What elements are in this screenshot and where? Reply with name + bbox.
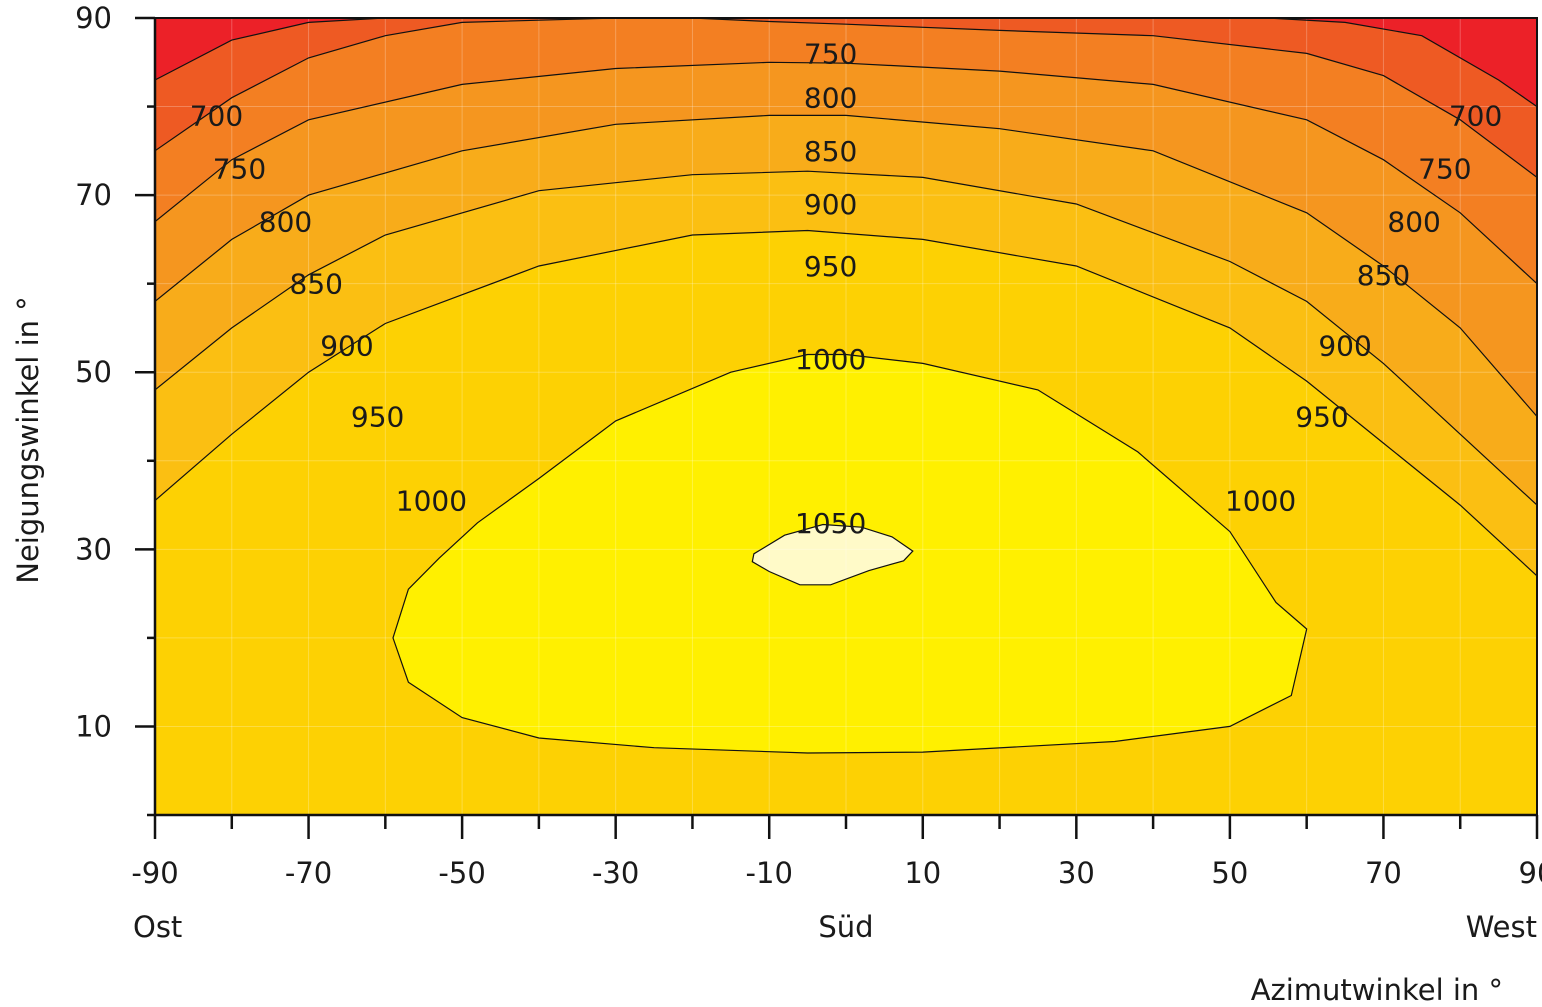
contour-label-1000: 1000 xyxy=(795,343,866,376)
contour-line-950 xyxy=(155,229,1537,577)
contour-label-850: 850 xyxy=(804,135,857,168)
direction-label-süd: Süd xyxy=(818,910,873,944)
x-tick-label: 30 xyxy=(1058,856,1095,890)
contour-label-800: 800 xyxy=(1387,206,1440,239)
contour-line-1050 xyxy=(751,523,914,586)
x-tick-label: -30 xyxy=(592,856,639,890)
contour-label-700: 700 xyxy=(1449,99,1502,132)
y-axis-label: Neigungswinkel in ° xyxy=(11,296,45,583)
x-tick-label: 90 xyxy=(1519,856,1542,890)
contour-label-900: 900 xyxy=(1318,330,1371,363)
contour-line-layer xyxy=(155,18,1537,754)
contour-label-750: 750 xyxy=(213,153,266,186)
x-tick-label: -90 xyxy=(131,856,178,890)
contour-label-900: 900 xyxy=(804,188,857,221)
contour-label-800: 800 xyxy=(259,206,312,239)
y-tick-label: 30 xyxy=(75,532,112,566)
x-tick-label: -10 xyxy=(746,856,793,890)
contour-fill-layer xyxy=(155,18,1537,815)
y-tick-label: 70 xyxy=(75,178,112,212)
contour-label-850: 850 xyxy=(1357,259,1410,292)
contour-line-700 xyxy=(155,18,1537,108)
contour-label-1050: 1050 xyxy=(795,507,866,540)
contour-label-750: 750 xyxy=(804,37,857,70)
contour-label-950: 950 xyxy=(804,250,857,283)
x-tick-label: 50 xyxy=(1211,856,1248,890)
x-tick-label: 70 xyxy=(1365,856,1402,890)
direction-label-ost: Ost xyxy=(133,910,182,944)
contour-line-900 xyxy=(155,170,1537,506)
x-tick-label: -50 xyxy=(438,856,485,890)
fill-band-above-800 xyxy=(155,18,1537,284)
contour-line-750 xyxy=(155,18,1537,178)
x-axis-label: Azimutwinkel in ° xyxy=(1251,973,1503,1007)
contour-label-800: 800 xyxy=(804,82,857,115)
y-tick-label: 50 xyxy=(75,355,112,389)
contour-label-900: 900 xyxy=(320,330,373,363)
x-tick-label: 10 xyxy=(904,856,941,890)
contour-label-850: 850 xyxy=(290,268,343,301)
fill-band-1050 xyxy=(752,524,913,585)
contour-label-950: 950 xyxy=(1295,401,1348,434)
contour-line-800 xyxy=(155,61,1537,285)
contour-label-layer: 700 700 750 750 750 800 800 800 850 850 850 900 900 9… xyxy=(190,37,1503,540)
x-tick-label: -70 xyxy=(285,856,332,890)
y-tick-label: 10 xyxy=(75,709,112,743)
contour-line-1000b xyxy=(392,353,1308,754)
contour-label-750: 750 xyxy=(1418,153,1471,186)
contour-label-1000: 1000 xyxy=(1225,485,1296,518)
contour-line-850 xyxy=(155,114,1537,417)
axis-layer: -90 -70 -50 -30 -10 10 30 50 70 90 10 30 50 70 90 Ost Sü… xyxy=(75,1,1542,944)
fill-band-above-700 xyxy=(155,18,1537,107)
contour-label-700: 700 xyxy=(190,99,243,132)
y-tick-label: 90 xyxy=(75,1,112,35)
contour-label-1000: 1000 xyxy=(396,485,467,518)
direction-label-west: West xyxy=(1466,910,1537,944)
contour-label-950: 950 xyxy=(351,401,404,434)
fill-band-above-850 xyxy=(155,18,1537,417)
fill-band-above-750 xyxy=(155,18,1537,178)
